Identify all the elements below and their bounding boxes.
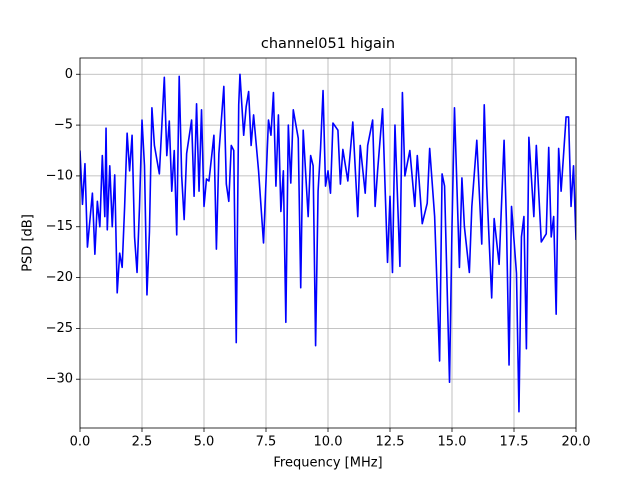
y-axis-label: PSD [dB] [21, 214, 36, 272]
y-tick-label: −20 [46, 270, 73, 285]
x-tick-label: 7.5 [256, 435, 277, 450]
y-tick-label: −25 [46, 321, 73, 336]
y-tick-label: −15 [46, 219, 73, 234]
x-tick-label: 5.0 [194, 435, 215, 450]
x-tick-label: 20.0 [562, 435, 591, 450]
x-tick-label: 0.0 [70, 435, 91, 450]
plot-frame [79, 57, 577, 429]
y-tick-label: −10 [46, 168, 73, 183]
x-tick-label: 12.5 [376, 435, 405, 450]
x-tick-label: 17.5 [500, 435, 529, 450]
y-tick-label: −30 [46, 372, 73, 387]
x-tick-label: 15.0 [438, 435, 467, 450]
y-tick-label: 0 [65, 67, 73, 82]
x-tick-label: 10.0 [314, 435, 343, 450]
data-line [80, 73, 576, 413]
y-tick-label: −5 [54, 118, 73, 133]
x-axis-label: Frequency [MHz] [273, 456, 382, 471]
chart-title: channel051 higain [261, 36, 395, 52]
x-tick-label: 2.5 [132, 435, 153, 450]
